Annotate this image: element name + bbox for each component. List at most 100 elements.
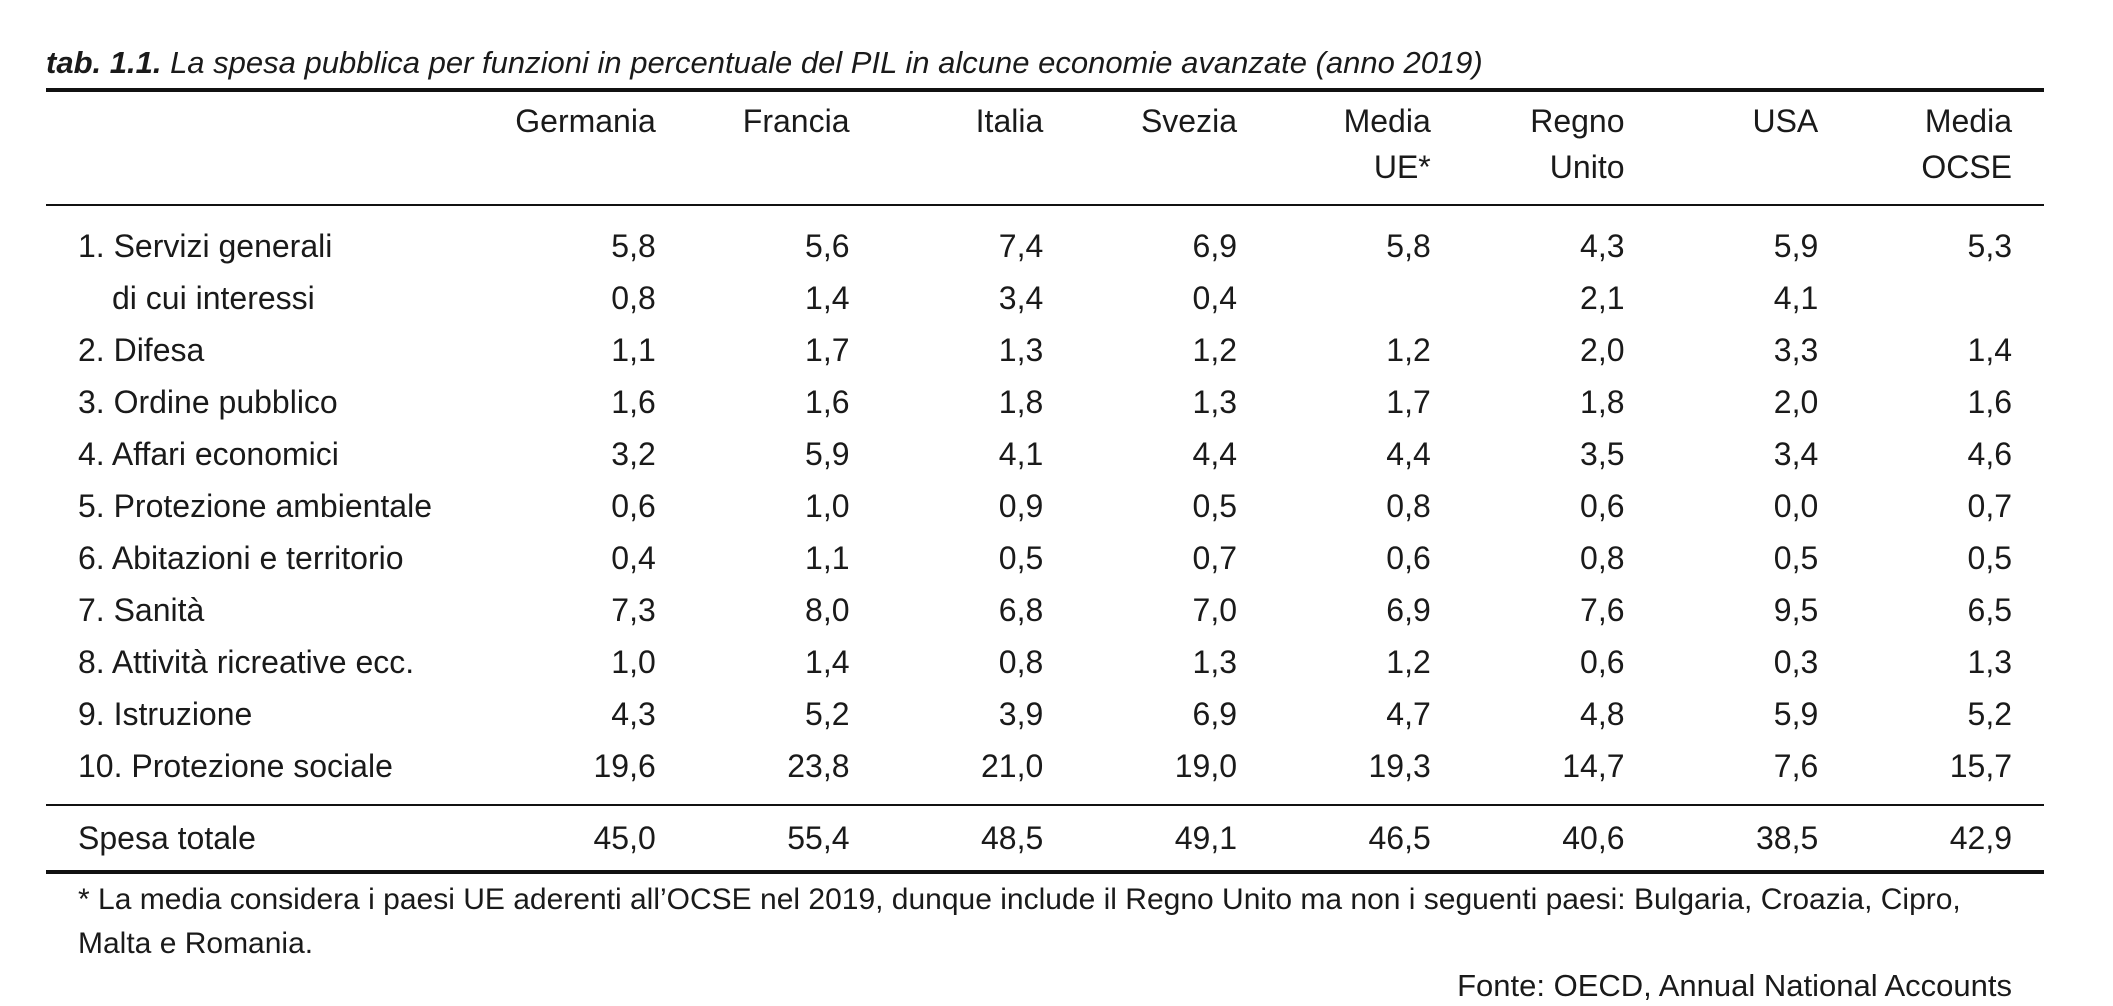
source-note: Fonte: OECD, Annual National Accounts — [1457, 968, 2012, 1003]
table-cell: 1,7 — [805, 332, 850, 368]
row-label: 9. Istruzione — [78, 696, 253, 732]
table-cell: 2,1 — [1580, 280, 1625, 316]
table-cell: 9,5 — [1773, 592, 1819, 628]
row-label: 7. Sanità — [78, 592, 205, 628]
table-cell: 0,8 — [1386, 488, 1431, 524]
column-header: USA — [1656, 88, 1851, 206]
table-cell: 0,6 — [1580, 488, 1625, 524]
table-cell: 3,5 — [1580, 436, 1625, 472]
table-cell: 1,8 — [998, 384, 1044, 420]
table-cell: 1,0 — [805, 488, 850, 524]
table-row: 9. Istruzione 4,3 5,2 3,9 6,9 4,7 4,8 5,9 5,2 — [46, 688, 2044, 740]
column-header-line2: OCSE — [1921, 149, 2012, 185]
table-cell: 2,0 — [1580, 332, 1625, 368]
table-cell: 7,4 — [998, 228, 1044, 264]
row-label: 3. Ordine pubblico — [78, 384, 338, 420]
table-cell: 6,9 — [1192, 228, 1237, 264]
table-row: 1. Servizi generali 5,8 5,6 7,4 6,9 5,8 4,3 5,9… — [46, 205, 2044, 272]
table-cell: 0,8 — [611, 280, 656, 316]
total-cell: 42,9 — [1850, 804, 2044, 874]
table-cell: 1,2 — [1386, 644, 1431, 680]
table-cell: 4,3 — [1580, 228, 1625, 264]
table-cell: 0,4 — [1192, 280, 1237, 316]
table-cell: 1,4 — [1967, 332, 2012, 368]
column-header: Regno Unito — [1462, 88, 1657, 206]
table-cell: 5,2 — [805, 696, 850, 732]
table-row: 5. Protezione ambientale 0,6 1,0 0,9 0,5 0,8 0… — [46, 480, 2044, 532]
total-cell: 38,5 — [1656, 804, 1851, 874]
row-label: di cui interessi — [112, 280, 315, 316]
table-cell: 4,8 — [1580, 696, 1625, 732]
column-header: Italia — [881, 88, 1076, 206]
table-cell: 5,9 — [1773, 696, 1819, 732]
table-cell: 0,5 — [1967, 540, 2012, 576]
table-cell — [1850, 272, 2044, 324]
column-header-line2: UE* — [1373, 149, 1431, 185]
table-cell: 1,0 — [611, 644, 656, 680]
column-header-line1: Svezia — [1140, 103, 1237, 139]
table-cell: 3,9 — [998, 696, 1044, 732]
table-cell: 21,0 — [980, 748, 1044, 784]
table-row: 2. Difesa 1,1 1,7 1,3 1,2 1,2 2,0 3,3 1,4 — [46, 324, 2044, 376]
header-row: Germania Francia Italia Svezia Media UE* Regno… — [46, 88, 2044, 206]
spending-table: Germania Francia Italia Svezia Media UE* Regno… — [46, 88, 2044, 874]
table-cell: 5,3 — [1967, 228, 2012, 264]
column-header: Francia — [687, 88, 882, 206]
column-header: Media OCSE — [1850, 88, 2044, 206]
table-cell: 0,6 — [1580, 644, 1625, 680]
table-row: 8. Attività ricreative ecc. 1,0 1,4 0,8 1,3 1… — [46, 636, 2044, 688]
table-cell: 1,7 — [1386, 384, 1431, 420]
table-cell: 3,4 — [1773, 436, 1819, 472]
table-row: 6. Abitazioni e territorio 0,4 1,1 0,5 0,7 0,… — [46, 532, 2044, 584]
table-cell: 0,4 — [611, 540, 656, 576]
table-row: 4. Affari economici 3,2 5,9 4,1 4,4 4,4 3,5 3,4… — [46, 428, 2044, 480]
row-label: 1. Servizi generali — [78, 228, 333, 264]
column-header-line2: Unito — [1549, 149, 1625, 185]
total-cell: 55,4 — [687, 804, 882, 874]
table-cell: 0,8 — [998, 644, 1044, 680]
total-cell: 46,5 — [1269, 804, 1463, 874]
column-header-line1: Media — [1924, 103, 2012, 139]
table-cell: 1,6 — [805, 384, 850, 420]
total-label: Spesa totale — [46, 804, 494, 874]
table-cell: 4,1 — [1773, 280, 1819, 316]
table-cell: 19,6 — [593, 748, 656, 784]
row-label: 5. Protezione ambientale — [78, 488, 432, 524]
table-cell: 1,2 — [1192, 332, 1237, 368]
total-cell: 48,5 — [881, 804, 1076, 874]
table-cell: 5,8 — [1386, 228, 1431, 264]
table-cell: 2,0 — [1773, 384, 1819, 420]
column-header-line1: Italia — [975, 103, 1044, 139]
table-cell: 4,7 — [1386, 696, 1431, 732]
column-header: Germania — [494, 88, 688, 206]
table-cell: 1,6 — [611, 384, 656, 420]
table-row: 7. Sanità 7,3 8,0 6,8 7,0 6,9 7,6 9,5 6,5 — [46, 584, 2044, 636]
table-cell: 1,8 — [1580, 384, 1625, 420]
table-cell: 3,4 — [998, 280, 1044, 316]
column-header: Svezia — [1075, 88, 1269, 206]
total-cell: 45,0 — [494, 804, 688, 874]
column-header-line1: Regno — [1530, 103, 1625, 139]
table-cell: 15,7 — [1949, 748, 2012, 784]
table-cell: 7,6 — [1773, 748, 1819, 784]
table-cell: 3,3 — [1773, 332, 1819, 368]
table-row: di cui interessi 0,8 1,4 3,4 0,4 2,1 4,1 — [46, 272, 2044, 324]
column-header: Media UE* — [1269, 88, 1463, 206]
table-cell: 19,3 — [1368, 748, 1431, 784]
table-row: 3. Ordine pubblico 1,6 1,6 1,8 1,3 1,7 1,8 2,0 1… — [46, 376, 2044, 428]
column-header-line1: Germania — [515, 103, 656, 139]
table-cell: 1,1 — [805, 540, 850, 576]
table-cell: 8,0 — [805, 592, 850, 628]
table-cell: 1,1 — [611, 332, 656, 368]
caption-title: La spesa pubblica per funzioni in percen… — [170, 45, 1483, 80]
table-body: 1. Servizi generali 5,8 5,6 7,4 6,9 5,8 4,3 5,9… — [46, 205, 2044, 805]
table-row: 10. Protezione sociale 19,6 23,8 21,0 19,0 19… — [46, 740, 2044, 805]
table-cell: 5,2 — [1967, 696, 2012, 732]
caption-label: tab. 1.1. — [46, 45, 162, 80]
table-cell: 3,2 — [611, 436, 656, 472]
table-cell: 4,4 — [1386, 436, 1431, 472]
table-cell: 0,5 — [1192, 488, 1237, 524]
table-cell: 7,6 — [1580, 592, 1625, 628]
table-cell: 5,9 — [1773, 228, 1819, 264]
table-cell: 4,6 — [1967, 436, 2012, 472]
